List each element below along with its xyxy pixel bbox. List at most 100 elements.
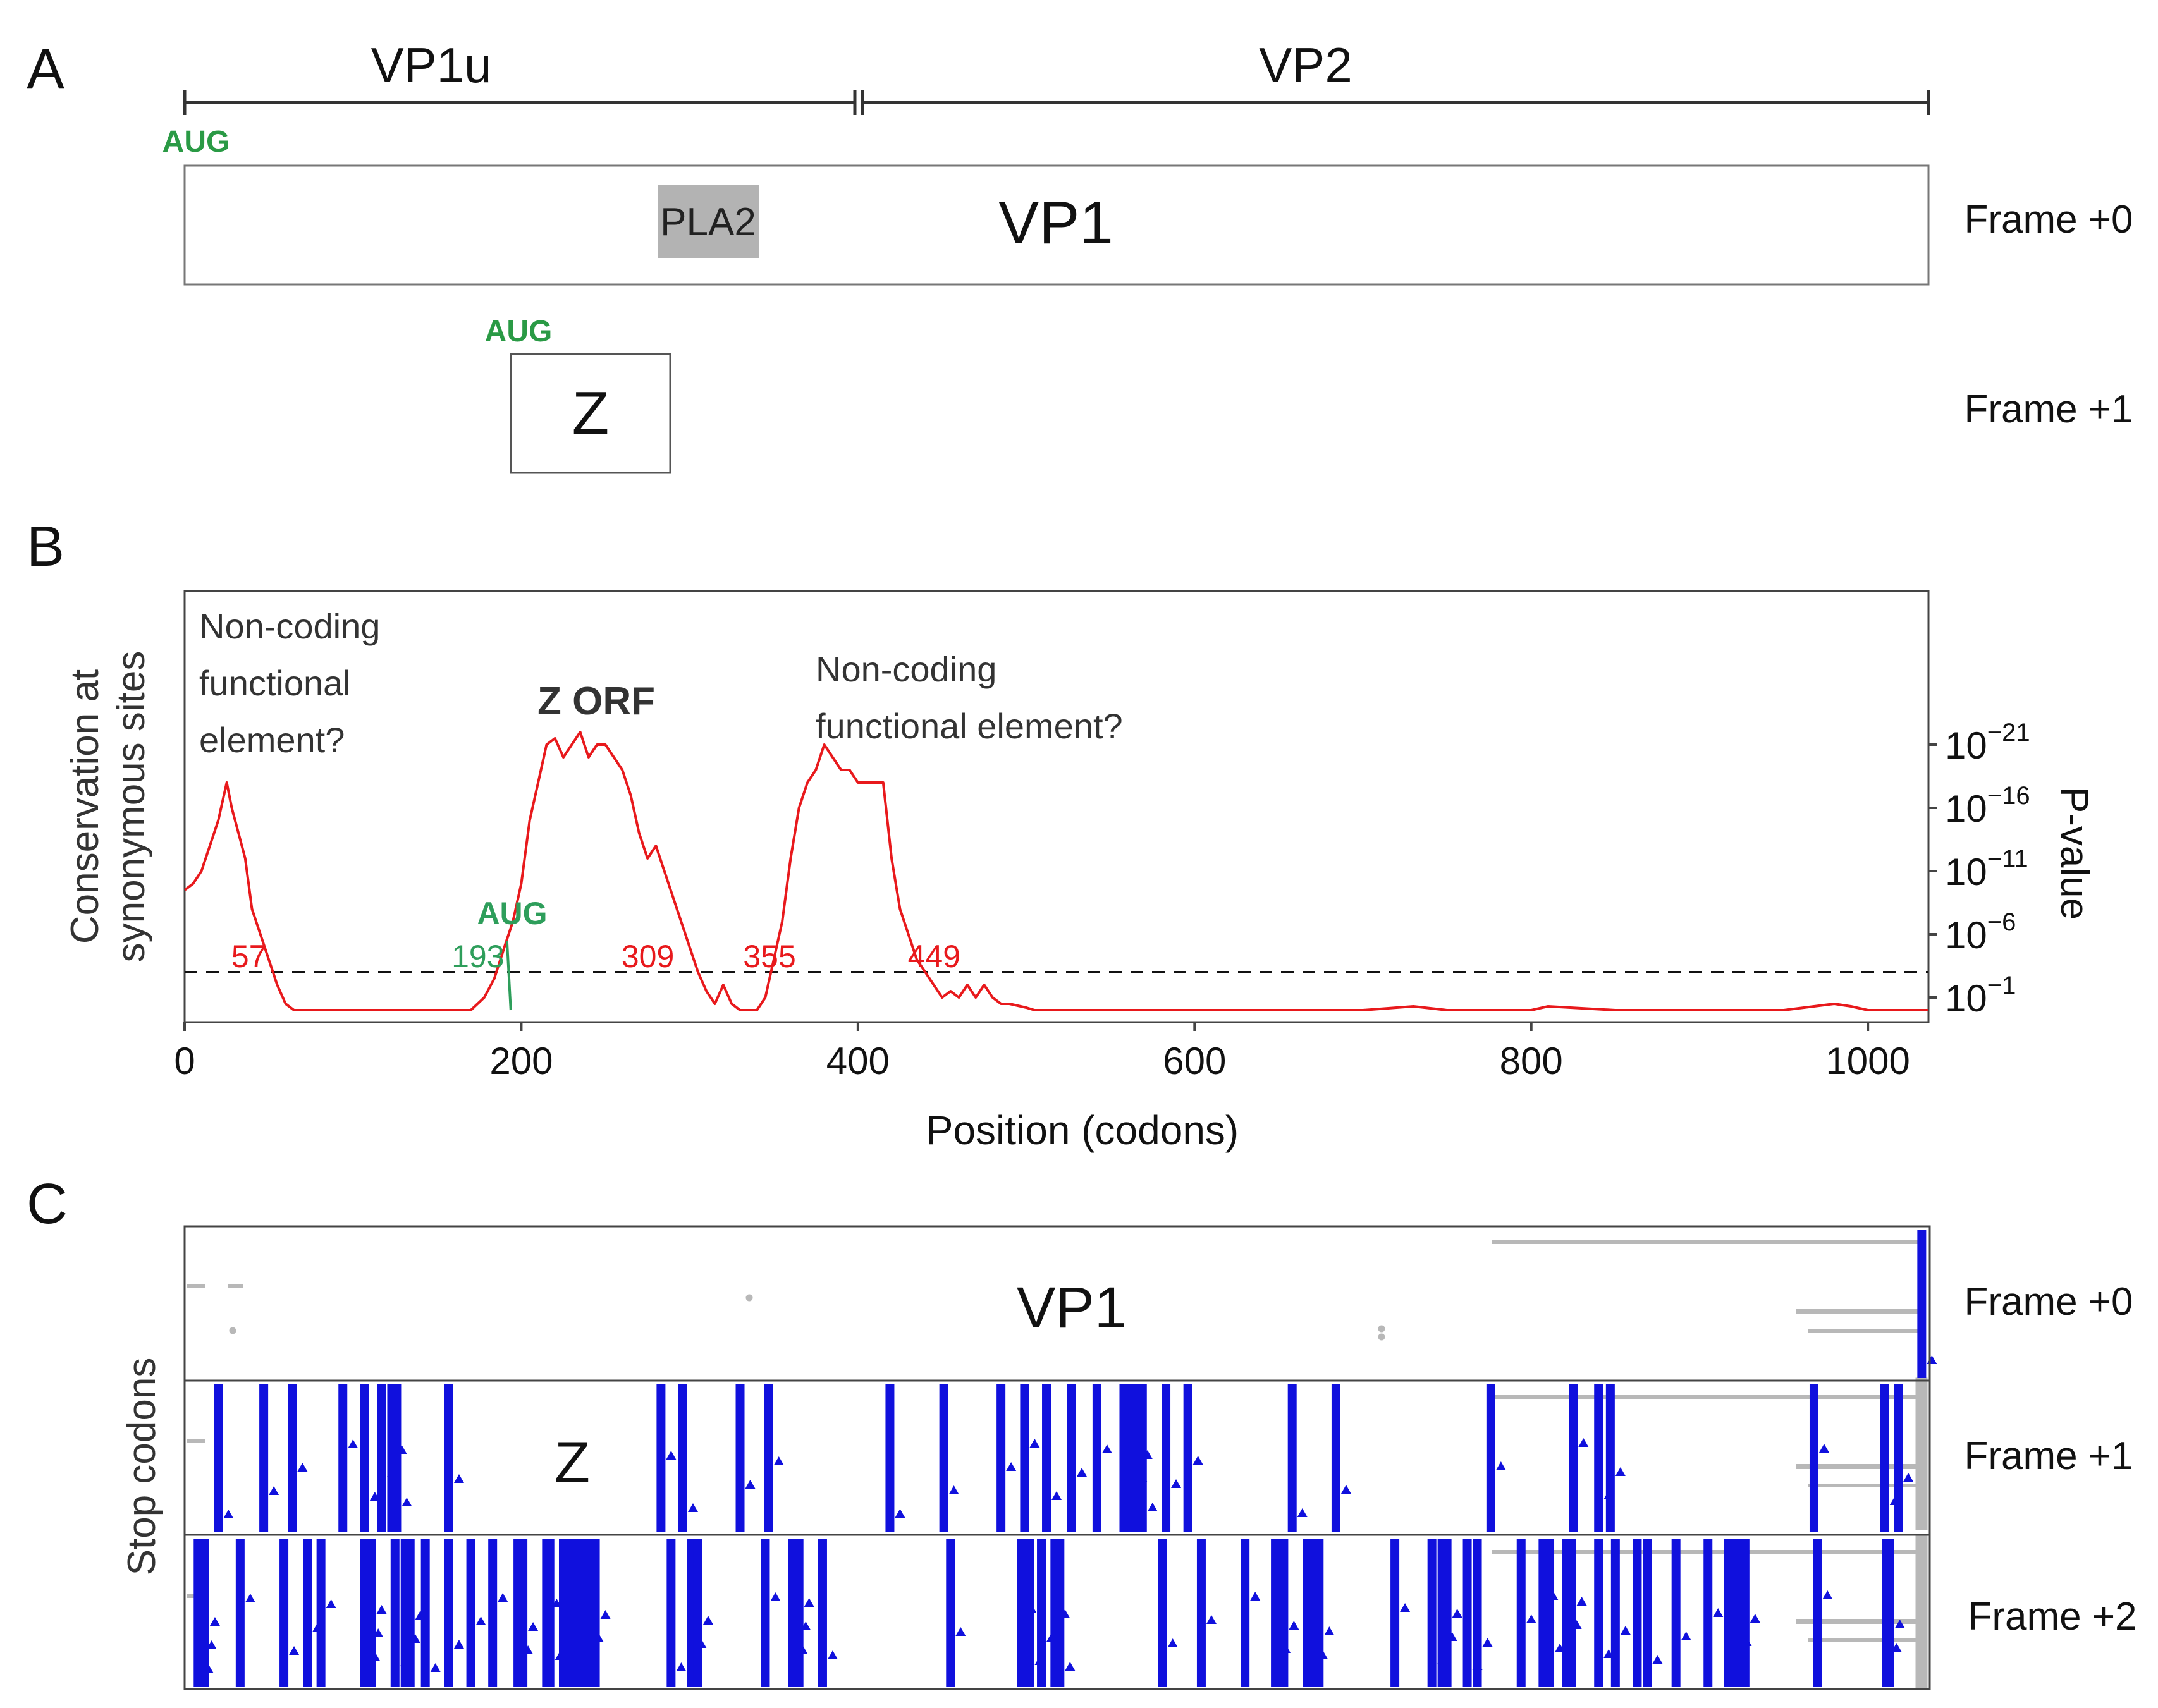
stop-codon-marker [1713,1608,1724,1617]
panel-b: B Conservation at synonymous sites P-val… [27,515,2096,1153]
x-axis-ticks: 0 200 400 600 800 1000 [174,1022,1910,1082]
gap-mark [1378,1333,1385,1341]
stop-codon-marker [475,1616,486,1625]
stop-codon-column [420,1539,430,1687]
position-label-57: 57 [231,939,267,974]
stop-codon-marker [1101,1444,1112,1453]
stop-codon-column [1279,1539,1289,1687]
stop-codon-marker [1652,1655,1663,1664]
y-tick-label: 10−6 [1945,908,2016,956]
stop-codon-column [996,1384,1006,1532]
stop-codon-column [488,1539,498,1687]
y-tick-label: 10−21 [1945,719,2030,767]
stop-codons-axis-label: Stop codons [120,1358,164,1576]
stop-codon-column [1025,1539,1034,1687]
gap-mark [1378,1325,1385,1333]
stop-codon-marker [402,1498,412,1506]
stop-codon-column [666,1539,676,1687]
stop-codon-column [360,1384,369,1532]
stop-codon-column [200,1539,209,1687]
stop-codon-column [1605,1384,1615,1532]
stop-codon-marker [895,1509,905,1518]
y-tick-label: 10−16 [1945,782,2030,830]
stop-codon-marker [1818,1444,1829,1453]
stop-codon-marker [498,1593,508,1602]
stop-codon-marker [955,1627,966,1636]
stop-codon-columns [193,1230,1937,1687]
stop-codon-marker [1482,1638,1493,1647]
stop-codon-marker [1894,1620,1905,1628]
stop-codon-column [279,1539,289,1687]
stop-codon-column [1241,1539,1250,1687]
stop-codon-marker [1192,1456,1203,1465]
vp1-orf-box [183,164,1930,286]
vp2-segment-label: VP2 [1259,37,1352,93]
stop-codon-column [656,1384,666,1532]
stop-codon-marker [1578,1438,1589,1447]
stop-codon-marker [1250,1592,1261,1601]
stop-codon-marker [1822,1590,1833,1599]
stop-codon-marker [453,1474,464,1483]
stop-codon-marker [1297,1508,1308,1517]
y-tick-label: 10−11 [1945,845,2028,893]
frame-boxes [183,1225,1931,1690]
vp1-aug-label: AUG [162,125,230,159]
stop-codon-column [1740,1539,1750,1687]
vp1u-segment-label: VP1u [371,37,492,93]
stop-codon-column [761,1539,770,1687]
panel-c: C Stop codons [27,1173,2137,1690]
stop-codon-marker [1681,1632,1691,1640]
stop-codon-column [1594,1539,1603,1687]
stop-codon-column [1569,1384,1578,1532]
stop-codon-marker [676,1662,687,1671]
position-label-193: 193 [451,939,504,974]
stop-codon-column [1119,1384,1129,1532]
y-axis-label-line2: synonymous sites [109,651,153,963]
aug-position-tick [505,940,512,1011]
stop-codon-marker [1452,1609,1462,1618]
stop-codon-column [1390,1539,1400,1687]
stop-codon-marker [1400,1603,1411,1612]
stop-codon-column [1545,1539,1555,1687]
stop-codon-marker [773,1456,784,1465]
stop-codon-marker [1171,1479,1182,1488]
stop-codon-column [1917,1230,1927,1378]
stop-codon-marker [1206,1615,1217,1624]
stop-codon-marker [269,1486,279,1495]
stop-codon-column [1880,1384,1889,1532]
stop-codon-column [584,1539,593,1687]
stop-codon-column [444,1539,453,1687]
gap-mark [745,1294,753,1302]
frame2-label-c: Frame +2 [1968,1595,2137,1638]
stop-codon-column [1287,1384,1297,1532]
stop-codon-column [735,1384,745,1532]
stop-codon-marker [948,1485,959,1494]
stop-codon-column [687,1539,696,1687]
stop-codon-marker [600,1610,611,1619]
stop-codon-marker [528,1622,539,1631]
z-orf-label: Z [572,379,610,447]
panel-b-label: B [27,515,64,578]
stop-codon-column [259,1384,269,1532]
stop-codon-marker [1615,1467,1626,1476]
gap-mark [1915,1377,1928,1530]
x-tick-label: 1000 [1825,1040,1910,1082]
stop-codon-marker [430,1663,441,1672]
panel-a-label: A [27,38,64,101]
stop-codon-column [575,1539,585,1687]
stop-codon-marker [297,1463,308,1472]
x-tick-label: 600 [1163,1040,1226,1082]
stop-codon-marker [804,1598,814,1607]
stop-codon-column [390,1539,400,1687]
stop-codon-marker [1065,1662,1076,1671]
pla2-domain-box [658,185,759,258]
z-orf-box [510,353,671,474]
position-label-449: 449 [908,939,960,974]
stop-codon-column [678,1384,687,1532]
nc1-note-line1: Non-coding [199,606,380,646]
panel-c-label: C [27,1173,68,1236]
stop-codon-marker [770,1592,781,1601]
stop-codon-column [405,1539,415,1687]
stop-codon-column [794,1539,804,1687]
